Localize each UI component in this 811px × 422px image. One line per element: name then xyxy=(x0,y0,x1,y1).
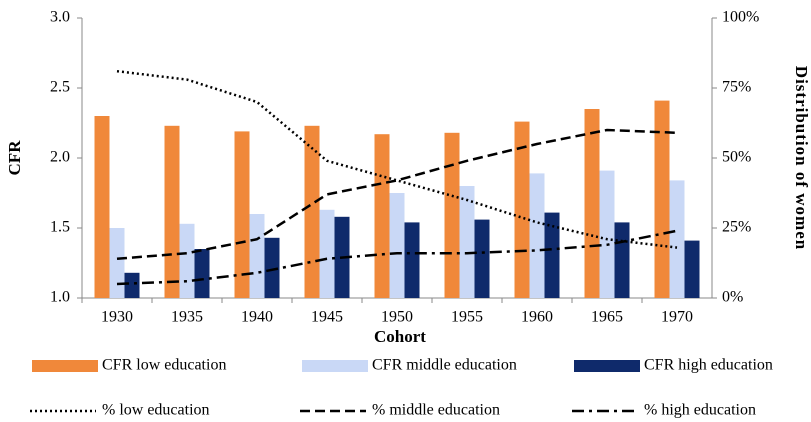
y2-tick-label: 100% xyxy=(722,9,759,26)
bar xyxy=(404,222,420,298)
bar xyxy=(304,125,320,298)
bar xyxy=(194,249,210,298)
bar xyxy=(544,212,560,298)
bar xyxy=(249,214,265,298)
y2-tick-label: 25% xyxy=(722,219,751,236)
bar xyxy=(319,209,335,298)
bar xyxy=(529,173,545,298)
bar xyxy=(264,237,280,298)
y-tick-label: 2.0 xyxy=(50,149,70,166)
bar xyxy=(374,134,390,298)
bar xyxy=(164,125,180,298)
x-tick-label: 1935 xyxy=(171,309,203,326)
line xyxy=(116,229,678,286)
y-tick-label: 2.5 xyxy=(50,79,70,96)
legend-swatch xyxy=(302,360,368,372)
bar xyxy=(684,240,700,298)
y2-tick-label: 50% xyxy=(722,149,751,166)
bar xyxy=(109,228,125,298)
legend-swatch xyxy=(574,360,640,372)
bar xyxy=(459,186,475,298)
y-tick-label: 3.0 xyxy=(50,9,70,26)
bar xyxy=(389,193,405,298)
y2-tick-label: 0% xyxy=(722,289,743,306)
y2-tick-label: 75% xyxy=(722,79,751,96)
bar xyxy=(654,100,670,298)
bar xyxy=(124,272,140,298)
x-tick-label: 1950 xyxy=(381,309,413,326)
legend-label: % high education xyxy=(644,402,756,419)
bar xyxy=(614,222,630,298)
legend-label: % middle education xyxy=(372,402,500,419)
legend-label: CFR middle education xyxy=(372,357,517,374)
x-tick-label: 1940 xyxy=(241,309,273,326)
y2-axis-title: Distribution of women xyxy=(792,66,811,250)
legend-label: CFR high education xyxy=(644,357,773,374)
x-tick-label: 1960 xyxy=(521,309,553,326)
bar xyxy=(474,219,490,298)
x-tick-label: 1955 xyxy=(451,309,483,326)
x-tick-label: 1965 xyxy=(591,309,623,326)
bar xyxy=(599,170,615,298)
bar xyxy=(514,121,530,298)
line xyxy=(116,69,678,249)
y-tick-label: 1.5 xyxy=(50,219,70,236)
y-axis-title: CFR xyxy=(5,140,24,176)
bar xyxy=(669,180,685,298)
legend-swatch xyxy=(32,360,98,372)
line xyxy=(116,128,678,261)
bar xyxy=(444,132,460,298)
x-tick-label: 1930 xyxy=(101,309,133,326)
legend-label: % low education xyxy=(102,402,210,419)
x-axis-title: Cohort xyxy=(374,327,426,346)
x-tick-label: 1945 xyxy=(311,309,343,326)
x-tick-label: 1970 xyxy=(661,309,693,326)
bar xyxy=(234,131,250,298)
y-tick-label: 1.0 xyxy=(50,289,70,306)
bar xyxy=(179,223,195,298)
legend-label: CFR low education xyxy=(102,357,226,374)
bar xyxy=(584,109,600,298)
bar xyxy=(94,116,110,298)
